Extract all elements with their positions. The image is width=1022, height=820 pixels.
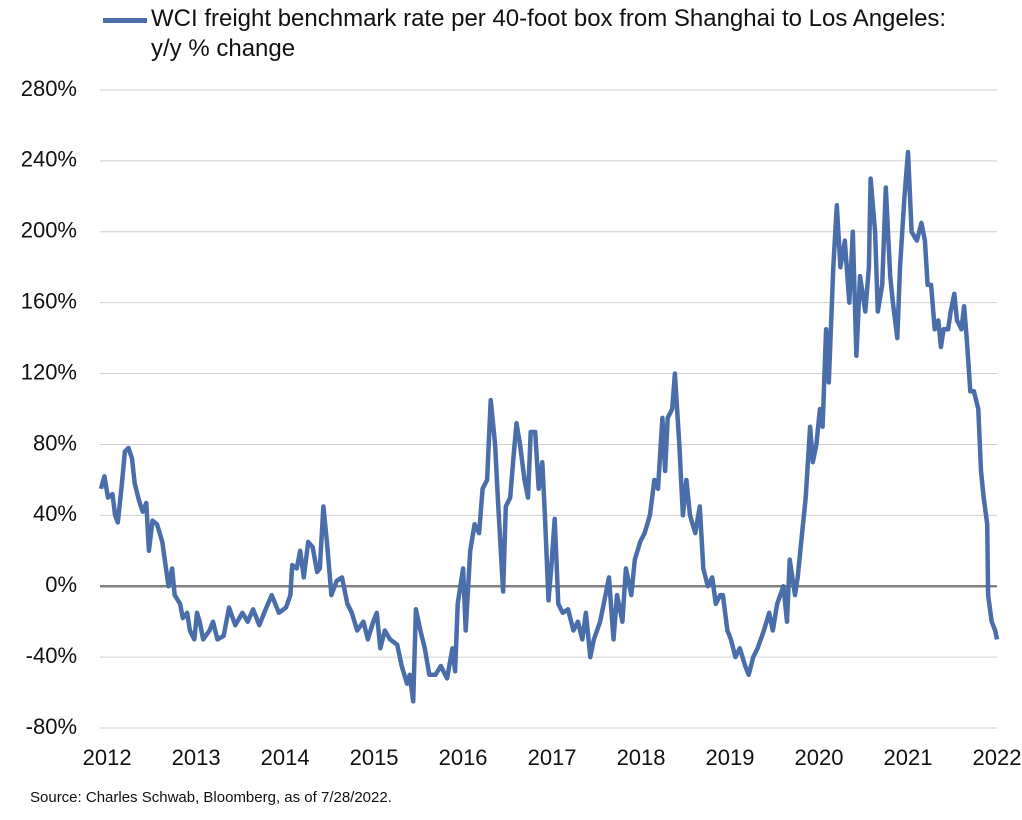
y-tick-label: 40% xyxy=(33,501,77,526)
x-tick-label: 2012 xyxy=(83,745,132,770)
y-tick-label: 120% xyxy=(21,359,77,384)
y-tick-label: 200% xyxy=(21,218,77,243)
legend-label: WCI freight benchmark rate per 40-foot b… xyxy=(151,5,947,62)
x-tick-label: 2016 xyxy=(439,745,488,770)
legend: WCI freight benchmark rate per 40-foot b… xyxy=(103,4,983,64)
x-tick-label: 2021 xyxy=(884,745,933,770)
source-note: Source: Charles Schwab, Bloomberg, as of… xyxy=(30,789,392,806)
data-line xyxy=(98,149,1000,704)
x-tick-label: 2017 xyxy=(528,745,577,770)
x-tick-label: 2015 xyxy=(350,745,399,770)
y-tick-label: 280% xyxy=(21,76,77,101)
y-tick-label: -80% xyxy=(26,714,77,739)
legend-swatch xyxy=(103,18,147,23)
x-tick-label: 2020 xyxy=(795,745,844,770)
y-tick-label: 80% xyxy=(33,430,77,455)
x-tick-label: 2022 xyxy=(973,745,1022,770)
x-tick-label: 2014 xyxy=(261,745,310,770)
x-tick-label: 2018 xyxy=(617,745,666,770)
x-tick-label: 2019 xyxy=(706,745,755,770)
y-tick-label: 160% xyxy=(21,288,77,313)
y-tick-label: 0% xyxy=(45,572,77,597)
y-tick-label: 240% xyxy=(21,147,77,172)
x-tick-label: 2013 xyxy=(172,745,221,770)
y-tick-label: -40% xyxy=(26,643,77,668)
